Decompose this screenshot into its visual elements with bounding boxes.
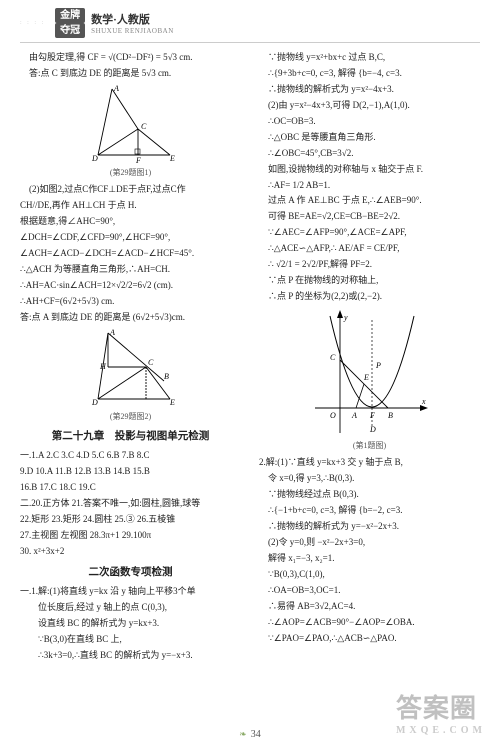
svg-text:O: O	[330, 411, 336, 420]
text-line: 令 x=0,得 y=3,∴B(0,3).	[259, 472, 480, 486]
text-line: ∴△ACH 为等腰直角三角形,∴AH=CH.	[20, 263, 241, 277]
badge-bottom: 夺冠	[55, 23, 85, 38]
text-line: 一.1.A 2.C 3.C 4.D 5.C 6.B 7.B 8.C	[20, 449, 241, 463]
page-number: ❧ 34	[239, 729, 261, 740]
page-root: : : : : 金牌 夺冠 数学·人教版 SHUXUE RENJIAOBAN 由…	[0, 0, 500, 748]
text-line: ∴OA=OB=3,OC=1.	[259, 584, 480, 598]
text-line: 二.20.正方体 21.答案不唯一,如:圆柱,圆锥,球等	[20, 497, 241, 511]
svg-text:F: F	[369, 411, 375, 420]
svg-text:C: C	[330, 353, 336, 362]
text-line: ∴抛物线的解析式为 y=x²−4x+3.	[259, 83, 480, 97]
text-line: 位长度后,经过 y 轴上的点 C(0,3),	[20, 601, 241, 615]
subject-title: 数学·人教版	[91, 11, 174, 27]
badge: 金牌 夺冠	[55, 8, 85, 38]
svg-text:A: A	[351, 411, 357, 420]
text-line: 如图,设抛物线的对称轴与 x 轴交于点 F.	[259, 163, 480, 177]
text-line: 根据题意,得∠AHC=90°,	[20, 215, 241, 229]
watermark: 答案圈 MXQE.COM	[396, 688, 486, 736]
figure-2: A C B D E H	[20, 329, 241, 409]
figure-2-label: (第29题图2)	[20, 411, 241, 423]
svg-text:A: A	[109, 329, 115, 337]
section-quadratic-title: 二次函数专项检测	[20, 565, 241, 581]
text-line: ∵点 P 在抛物线的对称轴上,	[259, 274, 480, 288]
text-line: ∴易得 AB=3√2,AC=4.	[259, 600, 480, 614]
figure-3-label: (第1题图)	[259, 440, 480, 452]
text-line: 30. x²+3x+2	[20, 545, 241, 559]
text-line: ∴△ACE∽△AFP,∴ AE/AF = CE/PF,	[259, 242, 480, 256]
svg-text:H: H	[99, 362, 107, 371]
header-titles: 数学·人教版 SHUXUE RENJIAOBAN	[91, 11, 174, 35]
text-line: 可得 BE=AE=√2,CE=CB−BE=2√2.	[259, 210, 480, 224]
text-line: (2)如图2,过点C作CF⊥DE于点F,过点C作	[20, 183, 241, 197]
svg-text:D: D	[91, 398, 98, 407]
svg-text:B: B	[388, 411, 393, 420]
svg-text:B: B	[164, 372, 169, 381]
svg-text:y: y	[343, 313, 348, 322]
text-line: ∴抛物线的解析式为 y=−x²−2x+3.	[259, 520, 480, 534]
text-line: 设直线 BC 的解析式为 y=kx+3.	[20, 617, 241, 631]
text-line: ∵∠PAO=∠PAO,∴△ACB∽△PAO.	[259, 632, 480, 646]
watermark-small: MXQE.COM	[396, 725, 486, 736]
text-line: 答:点 C 到底边 DE 的距离是 5√3 cm.	[20, 67, 241, 81]
svg-text:x: x	[421, 397, 426, 406]
svg-text:C: C	[141, 122, 147, 131]
svg-text:D: D	[369, 425, 376, 434]
svg-text:D: D	[91, 154, 98, 163]
text-line: ∠DCH=∠CDF,∠CFD=90°,∠HCF=90°,	[20, 231, 241, 245]
text-line: ∴△OBC 是等腰直角三角形.	[259, 131, 480, 145]
text-line: ∴{9+3b+c=0, c=3, 解得 {b=−4, c=3.	[259, 67, 480, 81]
text-line: ∴3k+3=0,∴直线 BC 的解析式为 y=−x+3.	[20, 649, 241, 663]
text-line: 9.D 10.A 11.B 12.B 13.B 14.B 15.B	[20, 465, 241, 479]
svg-text:A: A	[113, 85, 119, 93]
text-line: 27.主视图 左视图 28.3π+1 29.100π	[20, 529, 241, 543]
text-line: 22.矩形 23.矩形 24.圆柱 25.③ 26.五棱锥	[20, 513, 241, 527]
text-line: 解得 x₁=−3, x₂=1.	[259, 552, 480, 566]
text-line: ∴{−1+b+c=0, c=3, 解得 {b=−2, c=3.	[259, 504, 480, 518]
left-column: 由勾股定理,得 CF = √(CD²−DF²) = 5√3 cm. 答:点 C …	[20, 51, 241, 665]
text-line: 由勾股定理,得 CF = √(CD²−DF²) = 5√3 cm.	[20, 51, 241, 65]
section-29-title: 第二十九章 投影与视图单元检测	[20, 429, 241, 445]
text-line: ∵抛物线经过点 B(0,3).	[259, 488, 480, 502]
figure-3: y x O C E P A F B D	[259, 308, 480, 438]
svg-text:F: F	[135, 156, 141, 165]
header-dots: : : : :	[20, 20, 45, 26]
page-number-value: 34	[251, 729, 261, 740]
text-line: ∴∠AOP=∠ACB=90°−∠AOP=∠OBA.	[259, 616, 480, 630]
text-line: CH//DE,再作 AH⊥CH 于点 H.	[20, 199, 241, 213]
figure-1: A C D E F	[20, 85, 241, 165]
text-line: ∴AF= 1/2 AB=1.	[259, 179, 480, 193]
figure-1-label: (第29题图1)	[20, 167, 241, 179]
text-line: 答:点 A 到底边 DE 的距离是 (6√2+5√3)cm.	[20, 311, 241, 325]
columns: 由勾股定理,得 CF = √(CD²−DF²) = 5√3 cm. 答:点 C …	[20, 51, 480, 665]
text-line: ∠ACH=∠ACD−∠DCH=∠ACD−∠HCF=45°.	[20, 247, 241, 261]
text-line: (2)令 y=0,则 −x²−2x+3=0,	[259, 536, 480, 550]
text-line: 过点 A 作 AE⊥BC 于点 E,∴∠AEB=90°.	[259, 194, 480, 208]
svg-text:E: E	[169, 154, 175, 163]
right-column: ∵抛物线 y=x²+bx+c 过点 B,C, ∴{9+3b+c=0, c=3, …	[259, 51, 480, 665]
text-line: 2.解:(1)∵直线 y=kx+3 交 y 轴于点 B,	[259, 456, 480, 470]
svg-text:E: E	[169, 398, 175, 407]
text-line: ∵B(3,0)在直线 BC 上,	[20, 633, 241, 647]
svg-text:E: E	[363, 373, 369, 382]
text-line: ∴点 P 的坐标为(2,2)或(2,−2).	[259, 290, 480, 304]
text-line: ∴∠OBC=45°,CB=3√2.	[259, 147, 480, 161]
text-line: ∵∠AEC=∠AFP=90°,∠ACE=∠APF,	[259, 226, 480, 240]
watermark-big: 答案圈	[396, 694, 477, 723]
svg-text:C: C	[148, 358, 154, 367]
text-line: ∵抛物线 y=x²+bx+c 过点 B,C,	[259, 51, 480, 65]
svg-text:P: P	[375, 361, 381, 370]
text-line: ∴ √2/1 = 2√2/PF,解得 PF=2.	[259, 258, 480, 272]
text-line: ∵B(0,3),C(1,0),	[259, 568, 480, 582]
page-header: : : : : 金牌 夺冠 数学·人教版 SHUXUE RENJIAOBAN	[20, 8, 480, 43]
text-line: ∴AH=AC·sin∠ACH=12×√2/2=6√2 (cm).	[20, 279, 241, 293]
text-line: 一.1.解:(1)将直线 y=kx 沿 y 轴向上平移3个单	[20, 585, 241, 599]
text-line: 16.B 17.C 18.C 19.C	[20, 481, 241, 495]
subject-pinyin: SHUXUE RENJIAOBAN	[91, 27, 174, 35]
text-line: ∴OC=OB=3.	[259, 115, 480, 129]
text-line: (2)由 y=x²−4x+3,可得 D(2,−1),A(1,0).	[259, 99, 480, 113]
text-line: ∴AH+CF=(6√2+5√3) cm.	[20, 295, 241, 309]
leaf-icon: ❧	[239, 729, 247, 740]
badge-top: 金牌	[55, 8, 85, 23]
